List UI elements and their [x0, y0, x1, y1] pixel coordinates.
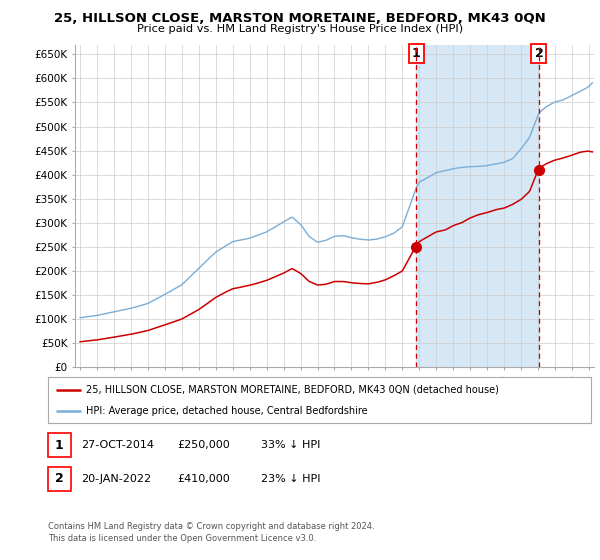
Text: 25, HILLSON CLOSE, MARSTON MORETAINE, BEDFORD, MK43 0QN: 25, HILLSON CLOSE, MARSTON MORETAINE, BE…: [54, 12, 546, 25]
Text: 1: 1: [55, 438, 64, 452]
Text: Contains HM Land Registry data © Crown copyright and database right 2024.
This d: Contains HM Land Registry data © Crown c…: [48, 522, 374, 543]
Text: 1: 1: [412, 47, 421, 60]
Text: 25, HILLSON CLOSE, MARSTON MORETAINE, BEDFORD, MK43 0QN (detached house): 25, HILLSON CLOSE, MARSTON MORETAINE, BE…: [86, 385, 499, 395]
Text: 27-OCT-2014: 27-OCT-2014: [81, 440, 154, 450]
Text: HPI: Average price, detached house, Central Bedfordshire: HPI: Average price, detached house, Cent…: [86, 407, 368, 416]
Text: 20-JAN-2022: 20-JAN-2022: [81, 474, 151, 484]
Text: 2: 2: [535, 47, 543, 60]
Text: £410,000: £410,000: [177, 474, 230, 484]
Bar: [416, 45, 539, 367]
Text: 33% ↓ HPI: 33% ↓ HPI: [261, 440, 320, 450]
Text: Price paid vs. HM Land Registry's House Price Index (HPI): Price paid vs. HM Land Registry's House …: [137, 24, 463, 34]
Text: 2: 2: [55, 472, 64, 486]
Text: £250,000: £250,000: [177, 440, 230, 450]
Text: 23% ↓ HPI: 23% ↓ HPI: [261, 474, 320, 484]
